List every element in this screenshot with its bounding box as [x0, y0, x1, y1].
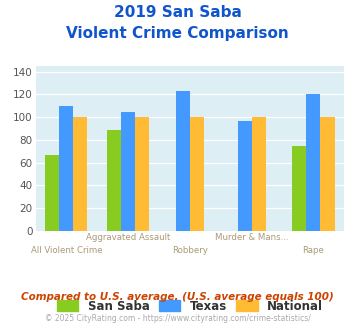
Bar [176, 91, 190, 231]
Bar [45, 155, 59, 231]
Text: Compared to U.S. average. (U.S. average equals 100): Compared to U.S. average. (U.S. average … [21, 292, 334, 302]
Bar [237, 121, 252, 231]
Bar [321, 117, 334, 231]
Text: Rape: Rape [302, 246, 324, 255]
Bar [190, 117, 204, 231]
Bar [135, 117, 149, 231]
Bar [59, 106, 73, 231]
Bar [73, 117, 87, 231]
Text: All Violent Crime: All Violent Crime [31, 246, 102, 255]
Text: 2019 San Saba: 2019 San Saba [114, 5, 241, 20]
Bar [107, 130, 121, 231]
Text: Robbery: Robbery [172, 246, 208, 255]
Bar [306, 94, 321, 231]
Bar [121, 112, 135, 231]
Text: Aggravated Assault: Aggravated Assault [86, 233, 170, 242]
Bar [252, 117, 266, 231]
Text: Murder & Mans...: Murder & Mans... [215, 233, 289, 242]
Text: © 2025 CityRating.com - https://www.cityrating.com/crime-statistics/: © 2025 CityRating.com - https://www.city… [45, 314, 310, 323]
Text: Violent Crime Comparison: Violent Crime Comparison [66, 26, 289, 41]
Legend: San Saba, Texas, National: San Saba, Texas, National [57, 300, 323, 313]
Bar [293, 146, 306, 231]
